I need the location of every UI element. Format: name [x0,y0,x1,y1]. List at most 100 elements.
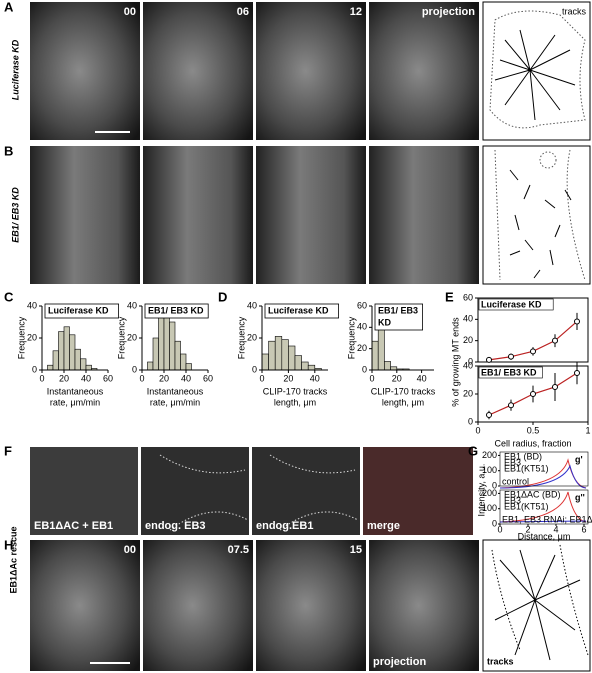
bar [52,350,59,371]
x-tick-label: 4 [553,524,558,534]
side-label: EB1ΔAc rescue [8,526,18,593]
tracks [509,169,572,279]
tracks [494,549,581,661]
tracks-panel [482,1,591,141]
y-tick-label: 40 [127,300,137,310]
bar [174,340,181,371]
x-axis-label: CLIP-170 tracks [263,386,328,396]
caption: merge [367,520,400,532]
profile-curve [499,491,587,523]
legend-text: EB1(KT51) [504,463,549,473]
x-axis-label: Instantaneous [147,386,204,396]
plot-frame [499,489,589,525]
x-tick-label: 6 [581,524,586,534]
frame-label: 07.5 [228,544,249,556]
y-tick-label: 20 [247,332,257,342]
y-tick-label: 100 [482,465,497,475]
bar [85,364,92,371]
y-tick-label: 60 [357,300,367,310]
tracks-panel [482,145,591,285]
y-tick-label: 40 [247,300,257,310]
bar [371,340,379,371]
x-tick-label: 40 [181,373,191,383]
x-axis-label: rate, μm/min [50,397,100,407]
bar [69,334,76,371]
panel-label: C [4,289,14,304]
y-tick-label: 20 [463,335,473,345]
y-axis-label: % of growing MT ends [450,317,460,407]
bar [47,364,54,371]
caption: endog.EB1 [256,520,313,532]
legend-text: EB1 (BD) [504,451,542,461]
bar [152,337,159,371]
y-tick-label: 200 [482,450,497,460]
x-tick-label: 0 [475,425,480,435]
x-tick-label: 2 [525,524,530,534]
micrograph [143,540,253,671]
x-tick-label: 20 [159,373,169,383]
panel-label: G [468,443,478,458]
point [508,402,514,409]
legend-text: EB1/ EB3 KD [481,367,537,377]
legend-text: EB1ΔAC (BD) [504,489,561,499]
x-tick-label: 60 [103,373,113,383]
micrograph [369,146,479,284]
panel-label: H [4,537,13,552]
cell-outline [491,544,589,656]
tracks-label: tracks [487,656,514,666]
bar [288,345,296,371]
x-tick-label: 20 [392,373,402,383]
x-axis-label: Instantaneous [47,386,104,396]
bar [158,313,165,371]
tracks-label: tracks [562,6,587,16]
row-f [30,447,590,537]
x-tick-label: 20 [283,373,293,383]
plot-note: EB1, EB3 RNAi; EB1ΔAc exp. [502,514,592,524]
x-axis-label: Cell radius, fraction [494,438,571,448]
projection-label: projection [373,656,426,668]
legend-box [478,366,543,379]
frame-label: projection [422,6,475,18]
panel-label: E [445,289,454,304]
point [530,391,536,397]
x-tick-label: 40 [417,373,427,383]
y-tick-label: 20 [27,332,37,342]
legend-box [264,303,339,319]
legend-box [374,303,423,331]
micrograph [30,146,140,284]
y-tick-label: 20 [463,388,473,398]
legend-text: EB1/ EB3 [378,305,418,315]
y-tick-label: 0 [362,364,367,374]
x-tick-label: 0 [259,373,264,383]
frame-label: 00 [124,6,136,18]
point [530,348,536,355]
row-a [30,1,591,141]
bar [274,336,283,371]
micrograph [30,447,138,535]
micrograph [252,447,360,535]
side-label: Luciferase KD [10,39,20,100]
legend-box [44,303,119,319]
y-tick-label: 0 [252,364,257,374]
x-tick-label: 1 [585,425,590,435]
point [486,356,492,363]
legend-text: Luciferase KD [481,299,542,309]
y-tick-label: 20 [357,343,367,353]
bar [180,353,187,371]
point [486,412,492,418]
x-tick-label: 0 [139,373,144,383]
micrograph [30,540,140,671]
x-tick-label: 40 [310,373,320,383]
side-label: EB1/ EB3 KD [10,187,20,243]
plot-frame [477,297,589,363]
micrograph [256,146,366,284]
bar [294,355,302,371]
centrosome [539,151,557,169]
micrograph [30,2,140,140]
bar [281,339,289,371]
bar [384,361,391,371]
legend-text: EB3 [504,495,521,505]
y-tick-label: 60 [463,292,473,302]
cell-outline [489,10,586,129]
panel-label: A [4,0,14,14]
